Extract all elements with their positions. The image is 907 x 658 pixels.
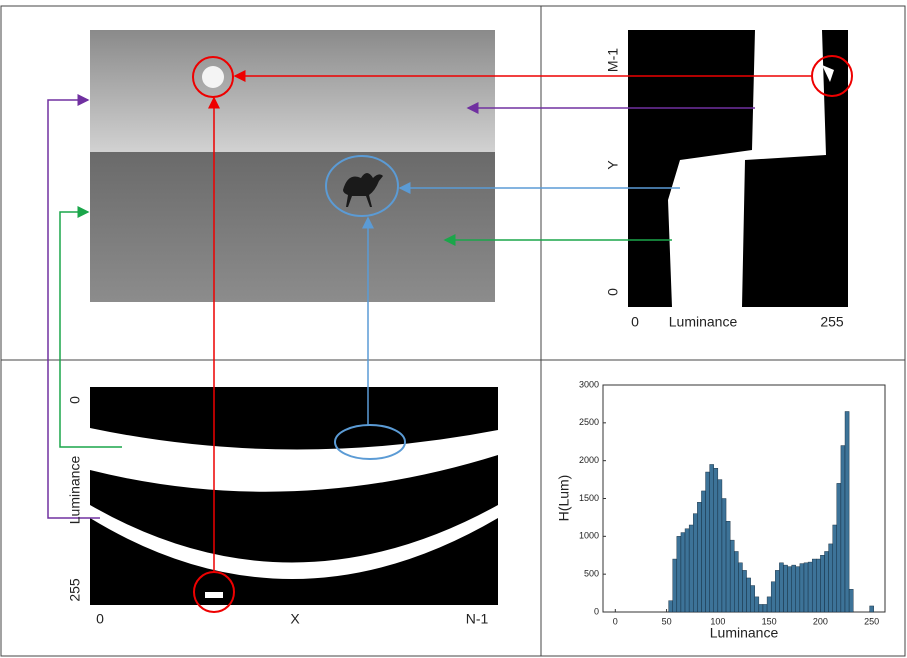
bar bbox=[837, 483, 841, 612]
y-tick-label: 3000 bbox=[579, 379, 599, 389]
axis-label: 0 bbox=[96, 611, 104, 627]
bar bbox=[841, 446, 845, 612]
photo bbox=[90, 30, 495, 302]
axis-label: 0 bbox=[631, 314, 639, 330]
bar bbox=[738, 563, 742, 612]
axis-label: 255 bbox=[820, 314, 844, 330]
bar bbox=[792, 565, 796, 612]
bar bbox=[693, 514, 697, 612]
axis-label: N-1 bbox=[466, 611, 489, 627]
bar bbox=[669, 601, 673, 612]
bar bbox=[816, 559, 820, 612]
bar bbox=[779, 563, 783, 612]
bar bbox=[849, 589, 853, 612]
bar bbox=[747, 578, 751, 612]
bar bbox=[812, 559, 816, 612]
bar bbox=[718, 480, 722, 612]
bar bbox=[726, 521, 730, 612]
axis-label: X bbox=[290, 611, 300, 627]
page: {"panels": { "top_right": {"y_labels": [… bbox=[0, 0, 907, 658]
bar bbox=[714, 468, 718, 612]
bar bbox=[751, 586, 755, 612]
bar bbox=[755, 597, 759, 612]
y-axis-label: H(Lum) bbox=[556, 475, 572, 522]
bar bbox=[730, 540, 734, 612]
bar bbox=[870, 606, 874, 612]
bar bbox=[673, 559, 677, 612]
y-tick-label: 2500 bbox=[579, 417, 599, 427]
bar bbox=[685, 529, 689, 612]
y-tick-label: 0 bbox=[594, 606, 599, 616]
bar bbox=[845, 411, 849, 612]
bar bbox=[734, 551, 738, 612]
bar bbox=[804, 563, 808, 612]
x-tick-label: 100 bbox=[710, 616, 725, 626]
bar bbox=[808, 562, 812, 612]
axis-label: 255 bbox=[67, 578, 83, 602]
x-tick-label: 150 bbox=[762, 616, 777, 626]
axis-label: M-1 bbox=[605, 48, 621, 72]
bar bbox=[820, 555, 824, 612]
bar bbox=[722, 499, 726, 613]
luminance-row-map bbox=[628, 30, 848, 307]
x-tick-label: 50 bbox=[662, 616, 672, 626]
y-tick-label: 2000 bbox=[579, 455, 599, 465]
bar bbox=[824, 551, 828, 612]
bar bbox=[677, 536, 681, 612]
axis-label: Luminance bbox=[669, 314, 738, 330]
y-tick-label: 1500 bbox=[579, 493, 599, 503]
bar bbox=[767, 597, 771, 612]
y-tick-label: 500 bbox=[584, 569, 599, 579]
bar bbox=[800, 564, 804, 612]
bar bbox=[710, 464, 714, 612]
bar bbox=[775, 570, 779, 612]
bar bbox=[788, 567, 792, 612]
x-tick-label: 200 bbox=[813, 616, 828, 626]
bar bbox=[697, 502, 701, 612]
x-axis-label: Luminance bbox=[710, 625, 779, 641]
x-tick-label: 0 bbox=[613, 616, 618, 626]
bar bbox=[681, 533, 685, 612]
bar bbox=[829, 544, 833, 612]
bar bbox=[742, 570, 746, 612]
bar bbox=[706, 472, 710, 612]
bar bbox=[759, 604, 763, 612]
bar bbox=[771, 582, 775, 612]
bar bbox=[701, 491, 705, 612]
bar bbox=[783, 565, 787, 612]
axis-label: 0 bbox=[67, 396, 83, 404]
figure: M-1 Y 0 0 Luminance 255 0 Luminance 255 … bbox=[0, 0, 907, 658]
axis-label: Y bbox=[605, 160, 621, 170]
bar bbox=[796, 567, 800, 612]
bar bbox=[833, 525, 837, 612]
x-tick-label: 250 bbox=[864, 616, 879, 626]
axis-label: Luminance bbox=[67, 456, 83, 525]
bar bbox=[763, 604, 767, 612]
axis-label: 0 bbox=[605, 288, 621, 296]
bar bbox=[689, 525, 693, 612]
luminance-column-map bbox=[90, 387, 498, 605]
y-tick-label: 1000 bbox=[579, 531, 599, 541]
